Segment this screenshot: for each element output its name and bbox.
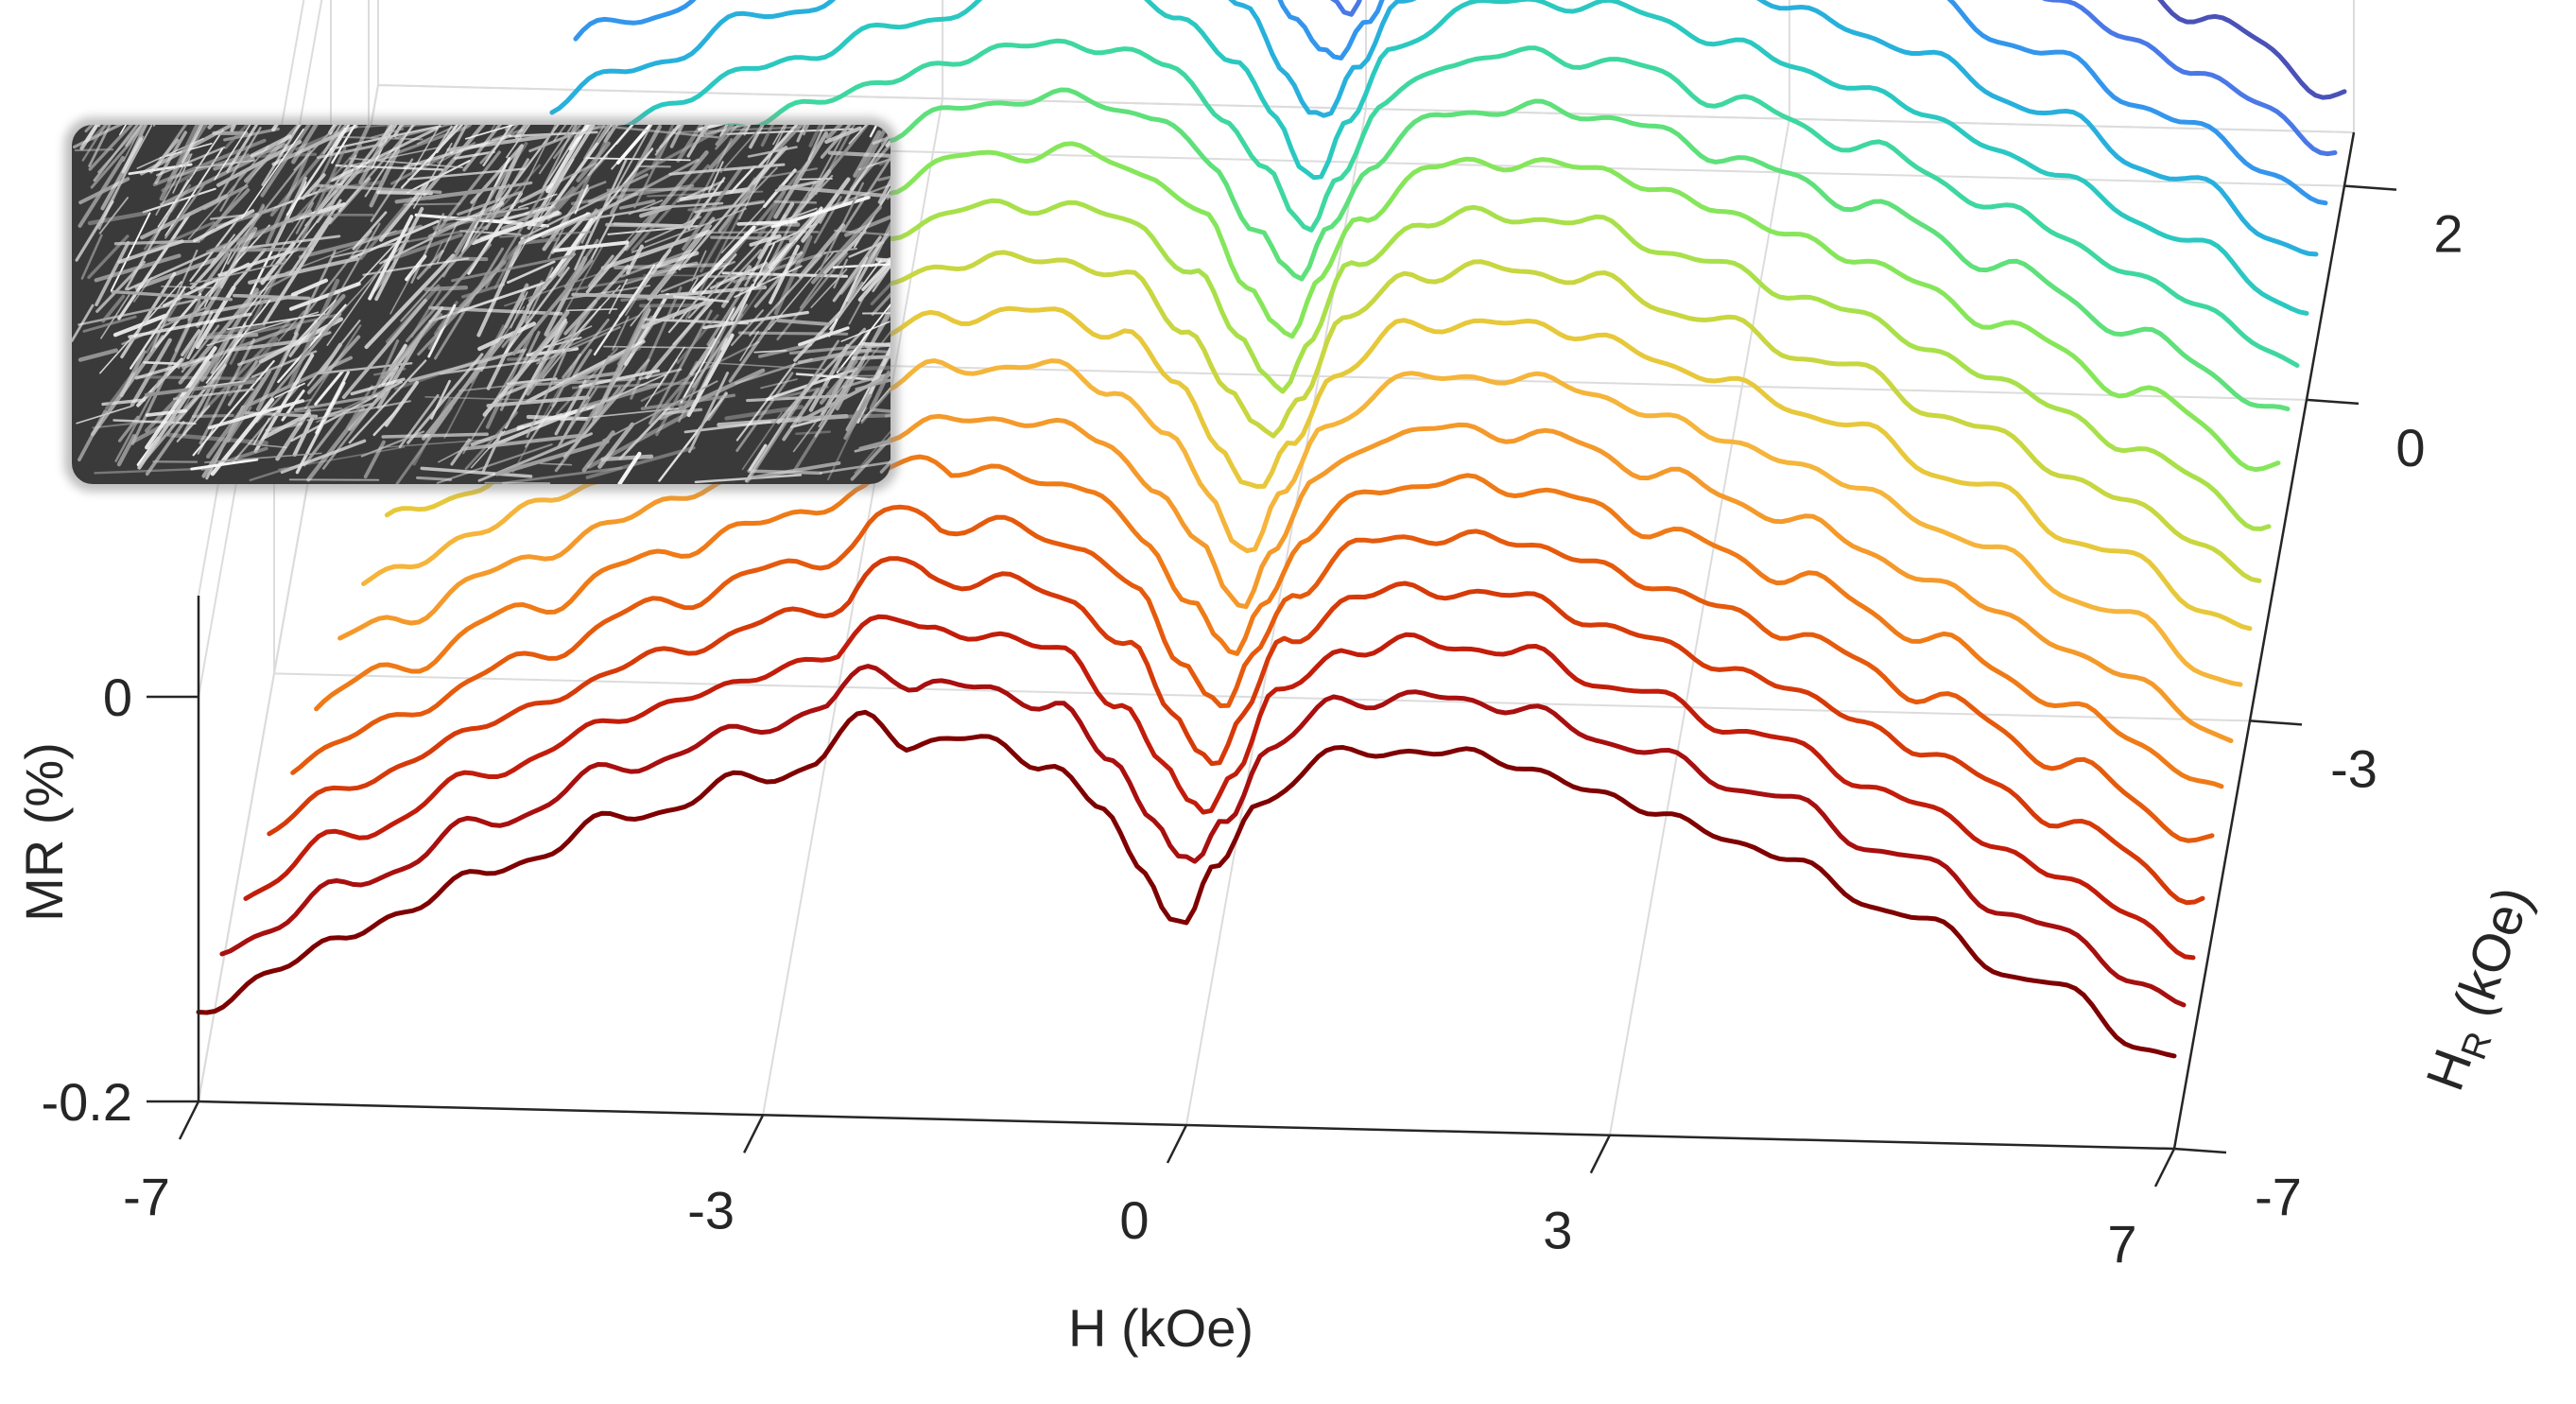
x-tick-mark [1167, 1125, 1186, 1163]
x-tick-mark [2155, 1149, 2174, 1187]
y-tick-mark [2307, 400, 2359, 404]
y-axis-label: HR (kOe) [2414, 879, 2550, 1101]
y-tick-label: 2 [2433, 204, 2463, 264]
series-line [293, 507, 2212, 841]
y-tick-mark [2250, 720, 2302, 724]
z-tick-label: 0 [103, 667, 132, 727]
y-tick-label: -7 [2255, 1167, 2302, 1226]
x-tick-label: 0 [1119, 1190, 1149, 1250]
series-line [199, 712, 2174, 1056]
y-axis-label-unit: (kOe) [2436, 879, 2542, 1038]
y-tick-label: -3 [2330, 738, 2377, 798]
x-tick-mark [744, 1115, 763, 1153]
x-tick-mark [1591, 1135, 1610, 1173]
x-tick-label: -7 [123, 1167, 170, 1226]
z-tick-label: -0.2 [42, 1072, 133, 1132]
x-tick-label: 3 [1543, 1201, 1572, 1260]
x-axis-label: H (kOe) [1068, 1298, 1253, 1358]
z-axis-label: MR (%) [14, 742, 74, 922]
series-line [222, 667, 2184, 1005]
x-tick-label: 7 [2107, 1214, 2136, 1274]
y-tick-mark [2174, 1149, 2226, 1153]
x-tick-mark [180, 1101, 199, 1139]
x-tick-label: -3 [687, 1180, 735, 1239]
y-tick-mark [2344, 186, 2396, 190]
y-tick-label: 0 [2395, 418, 2425, 477]
y-axis-line [2174, 132, 2354, 1149]
series-line [246, 616, 2193, 958]
